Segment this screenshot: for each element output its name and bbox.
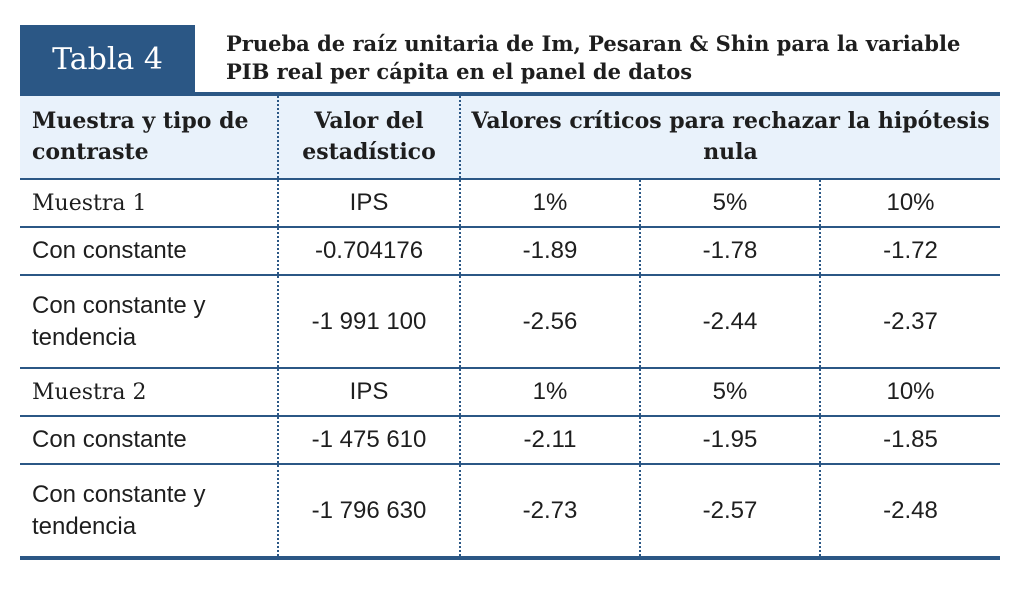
cell: -2.37 — [819, 275, 1000, 369]
table-title: Prueba de raíz unitaria de Im, Pesaran &… — [226, 31, 961, 84]
cell: -1.72 — [819, 227, 1000, 276]
cell: -1.89 — [459, 227, 640, 276]
data-row: Con constante -1 475 610 -2.11 -1.95 -1.85 — [20, 416, 1000, 465]
cell: -2.44 — [639, 275, 820, 369]
cell: -2.11 — [459, 416, 640, 465]
cell: -2.56 — [459, 275, 640, 369]
cell: -1 796 630 — [277, 464, 460, 559]
cell: -2.73 — [459, 464, 640, 559]
row-label: Con constante y tendencia — [20, 464, 278, 559]
statistic-name: IPS — [277, 368, 460, 417]
section-name: Muestra 2 — [20, 368, 278, 417]
significance-level: 1% — [459, 368, 640, 417]
significance-level: 1% — [459, 179, 640, 228]
significance-level: 10% — [819, 368, 1000, 417]
section-name: Muestra 1 — [20, 179, 278, 228]
cell: -1 991 100 — [277, 275, 460, 369]
column-header: Valor del estadístico — [277, 94, 460, 180]
section-row: Muestra 2 IPS 1% 5% 10% — [20, 368, 1000, 417]
column-header: Valores críticos para rechazar la hipóte… — [459, 94, 1000, 180]
cell: -1.85 — [819, 416, 1000, 465]
row-label: Con constante y tendencia — [20, 275, 278, 369]
cell: -1.78 — [639, 227, 820, 276]
data-row: Con constante y tendencia -1 796 630 -2.73… — [20, 464, 1000, 559]
row-label: Con constante — [20, 227, 278, 276]
table-label: Tabla 4 — [20, 25, 195, 93]
section-row: Muestra 1 IPS 1% 5% 10% — [20, 179, 1000, 228]
table: Muestra y tipo de contraste Valor del es… — [20, 92, 1000, 560]
significance-level: 5% — [639, 179, 820, 228]
table-body: Muestra 1 IPS 1% 5% 10% Con constante -0.70417… — [20, 179, 1000, 559]
cell: -2.57 — [639, 464, 820, 559]
cell: -1 475 610 — [277, 416, 460, 465]
data-row: Con constante -0.704176 -1.89 -1.78 -1.72 — [20, 227, 1000, 276]
cell: -2.48 — [819, 464, 1000, 559]
cell: -0.704176 — [277, 227, 460, 276]
row-label: Con constante — [20, 416, 278, 465]
statistic-name: IPS — [277, 179, 460, 228]
significance-level: 10% — [819, 179, 1000, 228]
significance-level: 5% — [639, 368, 820, 417]
header-row: Muestra y tipo de contraste Valor del es… — [20, 94, 1000, 180]
cell: -1.95 — [639, 416, 820, 465]
column-header: Muestra y tipo de contraste — [20, 94, 278, 180]
data-row: Con constante y tendencia -1 991 100 -2.56… — [20, 275, 1000, 369]
